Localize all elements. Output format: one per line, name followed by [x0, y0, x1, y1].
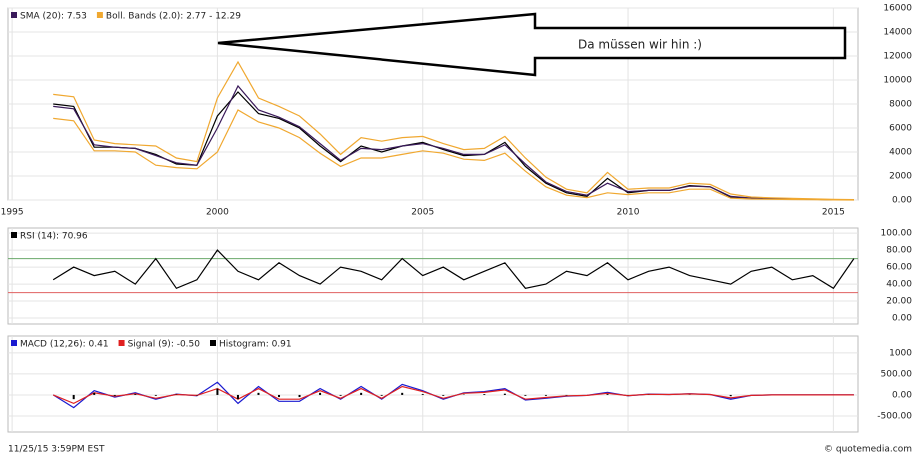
histogram-bar: [278, 394, 281, 398]
legend-swatch: [11, 232, 17, 238]
histogram-bar: [134, 394, 137, 395]
y-tick-label: 60.00: [886, 263, 912, 273]
y-tick-label: 2000: [889, 172, 912, 182]
histogram-bar: [319, 392, 322, 395]
source: © quotemedia.com: [824, 445, 912, 455]
legend-swatch: [11, 12, 17, 18]
y-tick-label: 14000: [883, 28, 912, 38]
series-line: [52, 385, 854, 405]
legend-swatch: [96, 12, 103, 18]
timestamp: 11/25/15 3:59PM EST: [8, 445, 105, 455]
y-tick-label: 40.00: [886, 280, 912, 290]
y-tick-label: 12000: [883, 52, 912, 62]
histogram-bar: [421, 394, 424, 395]
y-tick-label: -500.00: [877, 412, 912, 422]
legend-swatch: [210, 340, 216, 346]
legend-label: Signal (9): -0.50: [128, 340, 201, 350]
y-tick-label: 100.00: [881, 229, 913, 239]
y-tick-label: 0.00: [892, 314, 912, 324]
y-tick-label: 4000: [889, 148, 912, 158]
annotation: Da müssen wir hin :): [578, 38, 702, 52]
histogram-bar: [483, 394, 486, 395]
rsi-panel: [7, 227, 859, 325]
macd-panel: [7, 335, 859, 433]
y-tick-label: 500.00: [881, 369, 913, 379]
x-tick-label: 2010: [617, 208, 640, 218]
histogram-bar: [93, 392, 96, 395]
x-tick-label: 2005: [411, 208, 434, 218]
histogram-bar: [729, 394, 732, 397]
legend-label: MACD (12,26): 0.41: [20, 340, 109, 350]
y-tick-label: 80.00: [886, 246, 912, 256]
y-tick-label: 16000: [883, 4, 912, 14]
histogram-bar: [257, 392, 260, 395]
histogram-bar: [442, 394, 445, 396]
histogram-bar: [401, 392, 404, 395]
histogram-bar: [544, 394, 547, 396]
histogram-bar: [380, 394, 383, 396]
annotation-arrow: [217, 12, 847, 77]
histogram-bar: [503, 393, 506, 395]
histogram-bar: [113, 394, 116, 396]
legend-label: SMA (20): 7.53: [20, 12, 87, 22]
histogram-bar: [154, 394, 157, 396]
histogram-bar: [72, 394, 75, 400]
legend-swatch: [118, 340, 125, 346]
x-tick-label: 2000: [206, 208, 229, 218]
y-tick-label: 0.00: [892, 390, 912, 400]
y-tick-label: 1000: [889, 348, 912, 358]
histogram-bar: [298, 394, 301, 398]
histogram-bar: [216, 388, 219, 395]
x-tick-label: 2015: [822, 208, 845, 218]
y-tick-label: 8000: [889, 100, 912, 110]
legend-label: Boll. Bands (2.0): 2.77 - 12.29: [106, 12, 241, 22]
y-tick-label: 20.00: [886, 297, 912, 307]
legend-label: RSI (14): 70.96: [20, 232, 88, 242]
histogram-bar: [606, 394, 609, 395]
histogram-bar: [524, 394, 527, 396]
y-tick-label: 0.00: [892, 196, 912, 206]
y-tick-label: 6000: [889, 124, 912, 134]
band-upper: [53, 60, 854, 201]
histogram-bar: [339, 394, 342, 396]
histogram-bar: [360, 392, 363, 395]
y-tick-label: 10000: [883, 76, 912, 86]
series-line: [52, 249, 855, 290]
band-lower: [53, 109, 854, 201]
histogram-bar: [236, 394, 239, 400]
x-tick-label: 1995: [1, 208, 24, 218]
series-line: [53, 84, 854, 201]
legend-swatch: [11, 340, 17, 346]
legend-label: Histogram: 0.91: [219, 340, 292, 350]
